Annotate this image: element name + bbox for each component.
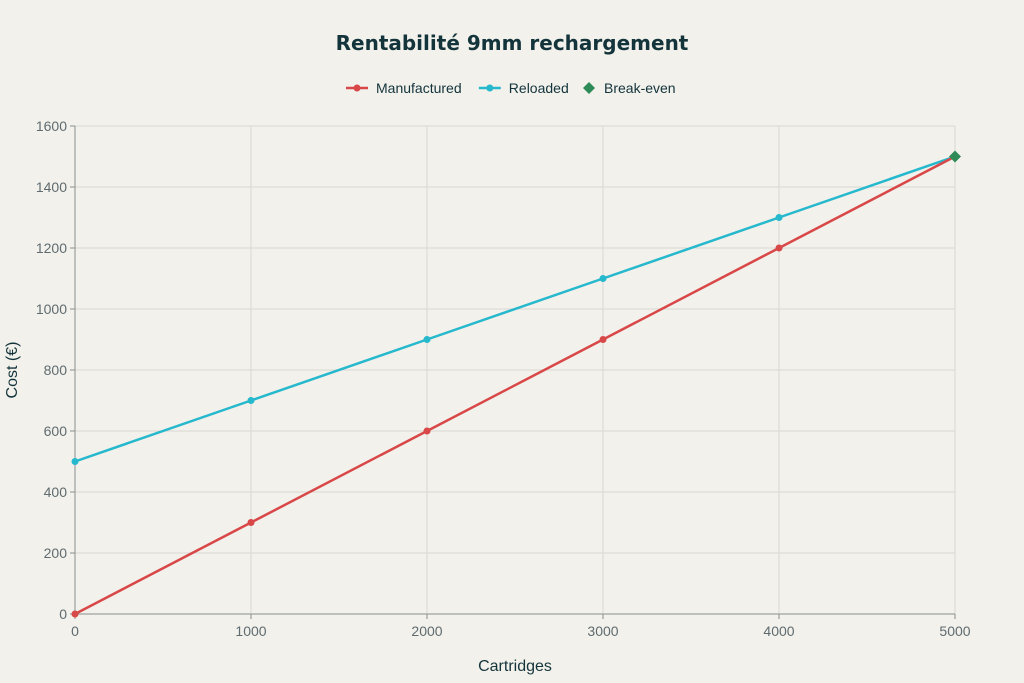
legend-label-manufactured: Manufactured [376,80,462,96]
y-tick-label: 1200 [36,240,67,256]
y-tick-label: 400 [44,484,68,500]
data-point-reloaded[interactable] [775,214,783,221]
x-tick-label: 3000 [587,623,618,639]
legend-dot-reloaded [486,84,494,92]
y-tick-label: 600 [44,423,68,439]
y-tick-label: 800 [44,362,68,378]
legend-dot-manufactured [353,84,361,92]
series-line-reloaded [73,155,957,463]
data-point-reloaded[interactable] [599,275,607,282]
x-tick-label: 4000 [763,623,794,639]
y-tick-label: 1000 [36,301,67,317]
data-point-reloaded[interactable] [423,336,431,343]
series-line-manufactured [73,155,957,616]
chart-gridlines [75,125,956,614]
chart-series [71,153,959,618]
legend-label-reloaded: Reloaded [509,80,569,96]
x-axis-title: Cartridges [478,658,552,675]
data-point-manufactured[interactable] [247,519,255,526]
legend-swatch-break-even [583,82,595,94]
y-tick-label: 1400 [36,179,67,195]
y-tick-label: 0 [59,606,67,622]
y-axis-title: Cost (€) [4,342,21,399]
break-even-marker[interactable] [949,150,961,163]
chart-markers [949,150,961,163]
y-tick-label: 1600 [36,118,67,134]
y-tick-label: 200 [44,545,68,561]
y-axis-ticks: 0 200 400 600 800 1000 1200 1400 1600 [36,118,75,622]
chart-title: Rentabilité 9mm rechargement [336,31,689,55]
x-tick-label: 0 [71,623,79,639]
data-point-manufactured[interactable] [775,244,783,252]
data-point-reloaded[interactable] [71,458,79,465]
data-point-manufactured[interactable] [423,427,431,435]
x-axis-ticks: 0 1000 2000 3000 4000 5000 [71,614,971,639]
data-point-manufactured[interactable] [71,610,79,618]
chart-legend: Manufactured Reloaded Break-even [346,80,676,96]
data-point-reloaded[interactable] [247,397,255,404]
x-tick-label: 1000 [235,623,266,639]
data-point-manufactured[interactable] [599,336,607,343]
legend-label-break-even: Break-even [604,80,676,96]
x-tick-label: 5000 [939,623,970,639]
x-tick-label: 2000 [411,623,442,639]
